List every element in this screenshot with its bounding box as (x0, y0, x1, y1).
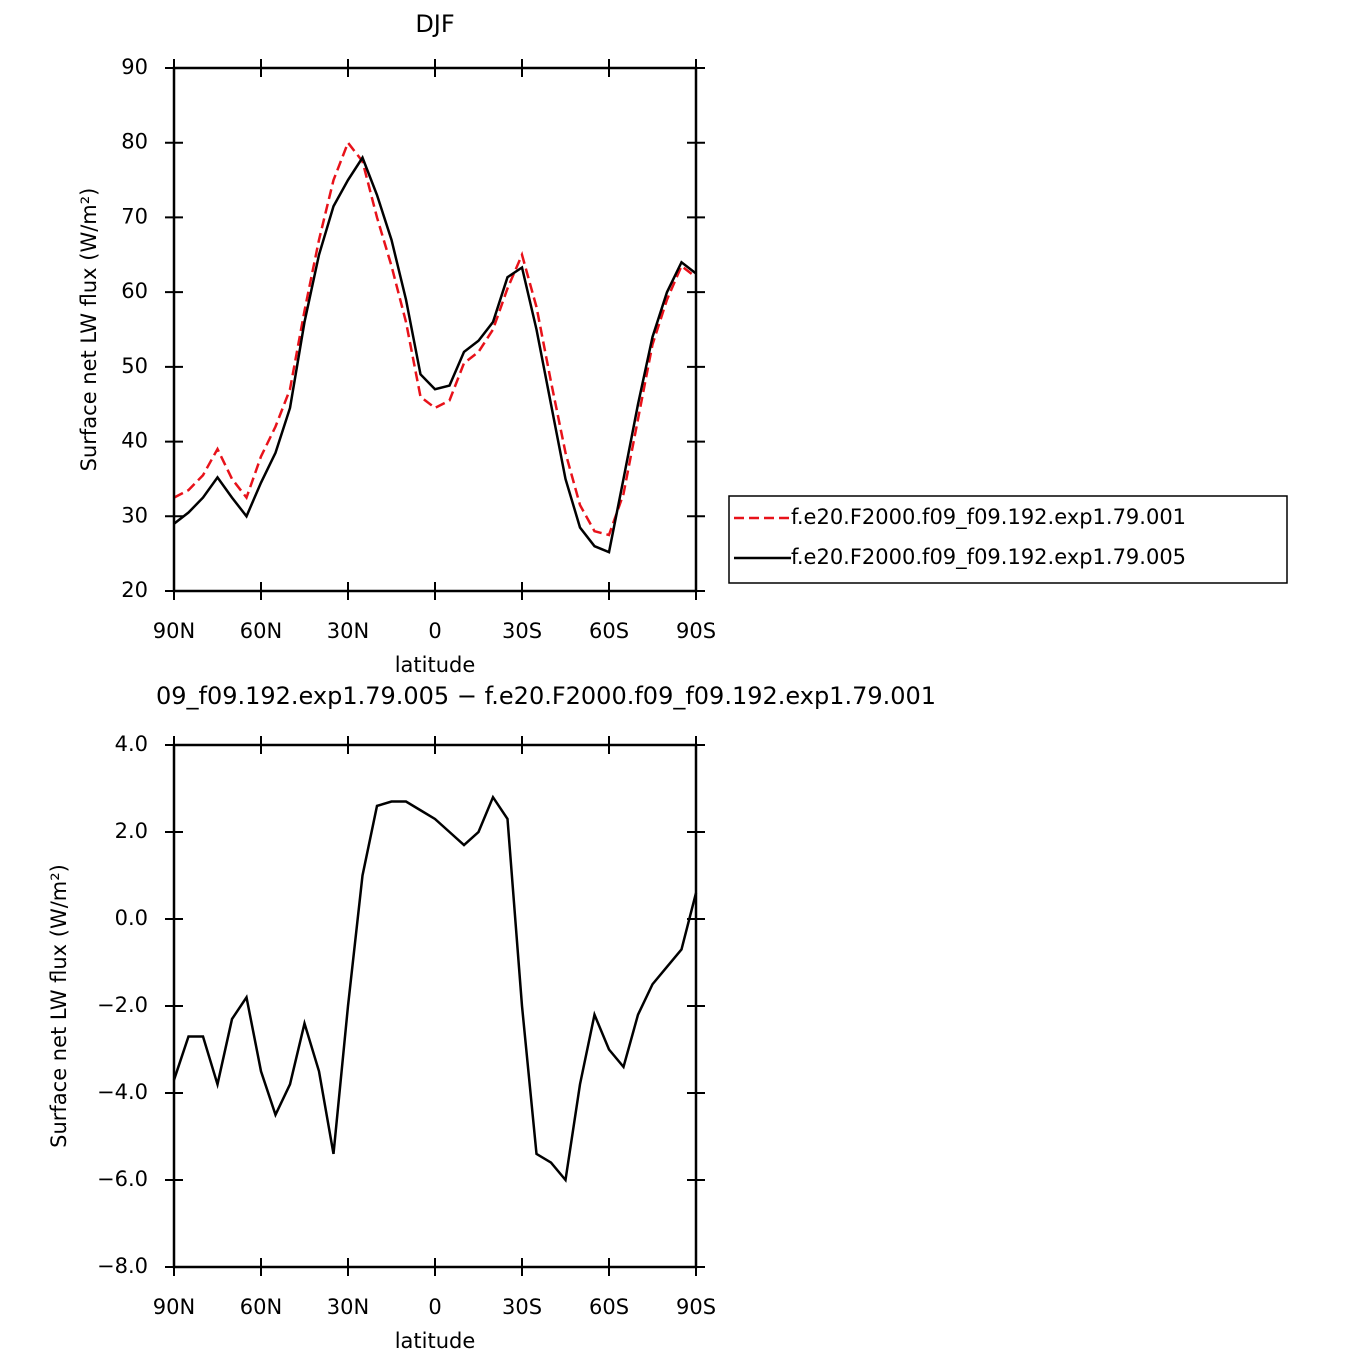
data-line (173, 154, 697, 554)
y-tick-label: −6.0 (97, 1167, 148, 1191)
x-tick-label: 30N (327, 619, 369, 643)
plot-frame (172, 743, 698, 1269)
chart-title: 09_f09.192.exp1.79.005 − f.e20.F2000.f09… (156, 682, 936, 710)
y-tick-label: 80 (121, 130, 148, 154)
legend-label: f.e20.F2000.f09_f09.192.exp1.79.001 (791, 505, 1186, 530)
y-tick-label: 20 (121, 578, 148, 602)
y-tick-label: 0.0 (115, 906, 148, 930)
data-line (173, 140, 697, 537)
y-tick-label: −8.0 (97, 1254, 148, 1278)
y-tick-label: 90 (121, 55, 148, 79)
plot-frame (172, 66, 698, 593)
y-tick-label: 50 (121, 354, 148, 378)
legend-label: f.e20.F2000.f09_f09.192.exp1.79.005 (791, 545, 1186, 570)
x-tick-label: 90N (153, 619, 195, 643)
y-tick-label: 60 (121, 279, 148, 303)
y-tick-label: 70 (121, 204, 148, 228)
x-tick-label: 90S (676, 1295, 716, 1319)
x-axis-label: latitude (395, 653, 476, 677)
x-tick-label: 30N (327, 1295, 369, 1319)
x-tick-label: 30S (502, 619, 542, 643)
x-tick-label: 0 (428, 619, 441, 643)
y-tick-label: −2.0 (97, 993, 148, 1017)
y-axis-label: Surface net LW flux (W/m²) (47, 864, 71, 1148)
chart-title: DJF (415, 10, 454, 38)
y-tick-label: 40 (121, 429, 148, 453)
x-tick-label: 30S (502, 1295, 542, 1319)
y-tick-label: −4.0 (97, 1080, 148, 1104)
data-line (172, 794, 698, 1183)
x-tick-label: 60S (589, 1295, 629, 1319)
x-tick-label: 60S (589, 619, 629, 643)
legend-box (728, 495, 1288, 584)
y-tick-label: 2.0 (115, 819, 148, 843)
y-axis-label: Surface net LW flux (W/m²) (77, 188, 101, 472)
x-tick-label: 60N (240, 619, 282, 643)
x-axis-label: latitude (395, 1329, 476, 1353)
x-tick-label: 90N (153, 1295, 195, 1319)
x-tick-label: 90S (676, 619, 716, 643)
y-tick-label: 4.0 (115, 732, 148, 756)
x-tick-label: 0 (428, 1295, 441, 1319)
y-tick-label: 30 (121, 503, 148, 527)
x-tick-label: 60N (240, 1295, 282, 1319)
